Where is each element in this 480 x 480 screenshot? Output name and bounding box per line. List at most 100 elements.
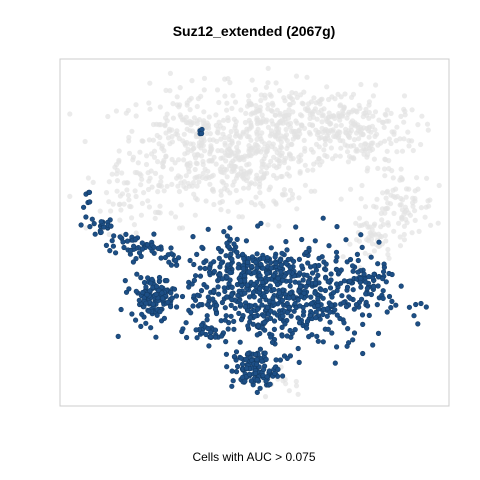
inactive-point-1115: [112, 164, 118, 170]
inactive-point-762: [327, 138, 333, 144]
active-point-1269: [251, 294, 257, 300]
inactive-point-758: [356, 102, 362, 108]
inactive-point-722: [367, 148, 373, 154]
inactive-point-285: [177, 225, 183, 231]
inactive-point-853: [274, 126, 280, 132]
active-point-1842: [215, 284, 221, 290]
active-point-2168: [98, 219, 104, 225]
active-point-1596: [298, 293, 304, 300]
active-point-1206: [411, 313, 417, 319]
active-point-1728: [223, 339, 229, 345]
inactive-point-735: [346, 134, 353, 141]
inactive-point-1050: [366, 224, 373, 230]
inactive-point-1090: [125, 192, 131, 198]
active-point-2178: [347, 278, 353, 284]
active-point-1451: [216, 291, 222, 297]
inactive-point-869: [192, 166, 198, 173]
inactive-point-623: [405, 129, 411, 135]
inactive-point-1018: [418, 205, 424, 211]
inactive-point-200: [189, 78, 195, 84]
inactive-point-588: [316, 129, 322, 135]
inactive-point-516: [278, 143, 284, 150]
active-point-1734: [242, 304, 248, 310]
active-point-1872: [227, 225, 233, 231]
active-point-1867: [238, 278, 244, 284]
active-point-2014: [269, 339, 276, 346]
active-point-2235: [174, 262, 180, 268]
inactive-point-361: [259, 112, 265, 118]
inactive-point-864: [245, 153, 251, 159]
active-point-1838: [286, 269, 292, 275]
inactive-point-287: [227, 80, 233, 86]
inactive-point-1132: [280, 378, 286, 384]
active-point-1460: [284, 333, 290, 339]
inactive-point-922: [296, 128, 302, 134]
active-point-1958: [140, 289, 146, 296]
active-point-1578: [304, 325, 310, 331]
chart-title: Suz12_extended (2067g): [173, 23, 336, 39]
inactive-point-1029: [378, 210, 384, 216]
active-point-1748: [273, 260, 279, 266]
active-point-1222: [393, 302, 399, 308]
active-point-1363: [309, 270, 316, 276]
inactive-point-1019: [396, 220, 402, 226]
inactive-point-579: [307, 115, 313, 121]
inactive-point-154: [189, 128, 196, 134]
active-point-2194: [380, 288, 386, 294]
inactive-point-839: [194, 161, 200, 167]
inactive-point-251: [135, 160, 141, 166]
inactive-point-939: [224, 174, 230, 180]
inactive-point-1009: [401, 223, 407, 229]
inactive-point-556: [255, 126, 261, 132]
active-point-1884: [143, 320, 149, 326]
active-point-1773: [268, 245, 274, 251]
active-point-1960: [126, 286, 132, 292]
active-point-1841: [257, 273, 263, 279]
inactive-point-1121: [286, 388, 292, 394]
active-point-2136: [109, 238, 115, 244]
inactive-point-738: [372, 127, 378, 133]
active-point-1550: [247, 315, 253, 321]
inactive-point-900: [246, 161, 252, 167]
inactive-point-1005: [373, 204, 379, 210]
active-point-1612: [290, 294, 296, 300]
inactive-point-674: [350, 91, 357, 97]
active-point-1864: [278, 269, 284, 275]
inactive-point-768: [386, 118, 392, 124]
active-point-2242: [87, 199, 93, 205]
active-point-1678: [365, 303, 371, 309]
active-point-1820: [211, 288, 217, 295]
active-point-2232: [158, 255, 164, 261]
active-point-2138: [121, 244, 127, 251]
inactive-point-729: [321, 147, 327, 153]
inactive-point-639: [345, 159, 351, 165]
inactive-point-1021: [428, 222, 434, 228]
inactive-point-232: [210, 172, 216, 178]
active-point-1325: [366, 312, 372, 319]
active-point-1974: [153, 291, 159, 298]
active-point-1814: [246, 294, 253, 300]
inactive-point-419: [225, 115, 231, 121]
inactive-point-417: [252, 86, 258, 93]
active-point-1474: [284, 355, 290, 362]
active-point-1631: [339, 293, 345, 299]
inactive-point-771: [340, 108, 346, 114]
inactive-point-1065: [361, 221, 367, 227]
active-point-2091: [240, 374, 246, 381]
inactive-point-128: [207, 181, 213, 187]
inactive-point-35: [152, 170, 159, 176]
active-point-1490: [381, 264, 388, 271]
active-point-1227: [277, 357, 284, 363]
active-point-1663: [257, 286, 263, 292]
active-point-2220: [194, 335, 200, 341]
inactive-point-548: [262, 92, 268, 98]
active-point-1215: [322, 287, 329, 294]
active-point-2032: [243, 356, 249, 363]
active-point-1513: [333, 258, 339, 264]
active-point-1708: [300, 312, 307, 318]
active-point-2169: [91, 221, 97, 227]
inactive-point-825: [209, 157, 215, 164]
inactive-point-451: [372, 109, 379, 115]
inactive-point-1086: [172, 214, 179, 220]
active-point-1805: [264, 285, 270, 291]
